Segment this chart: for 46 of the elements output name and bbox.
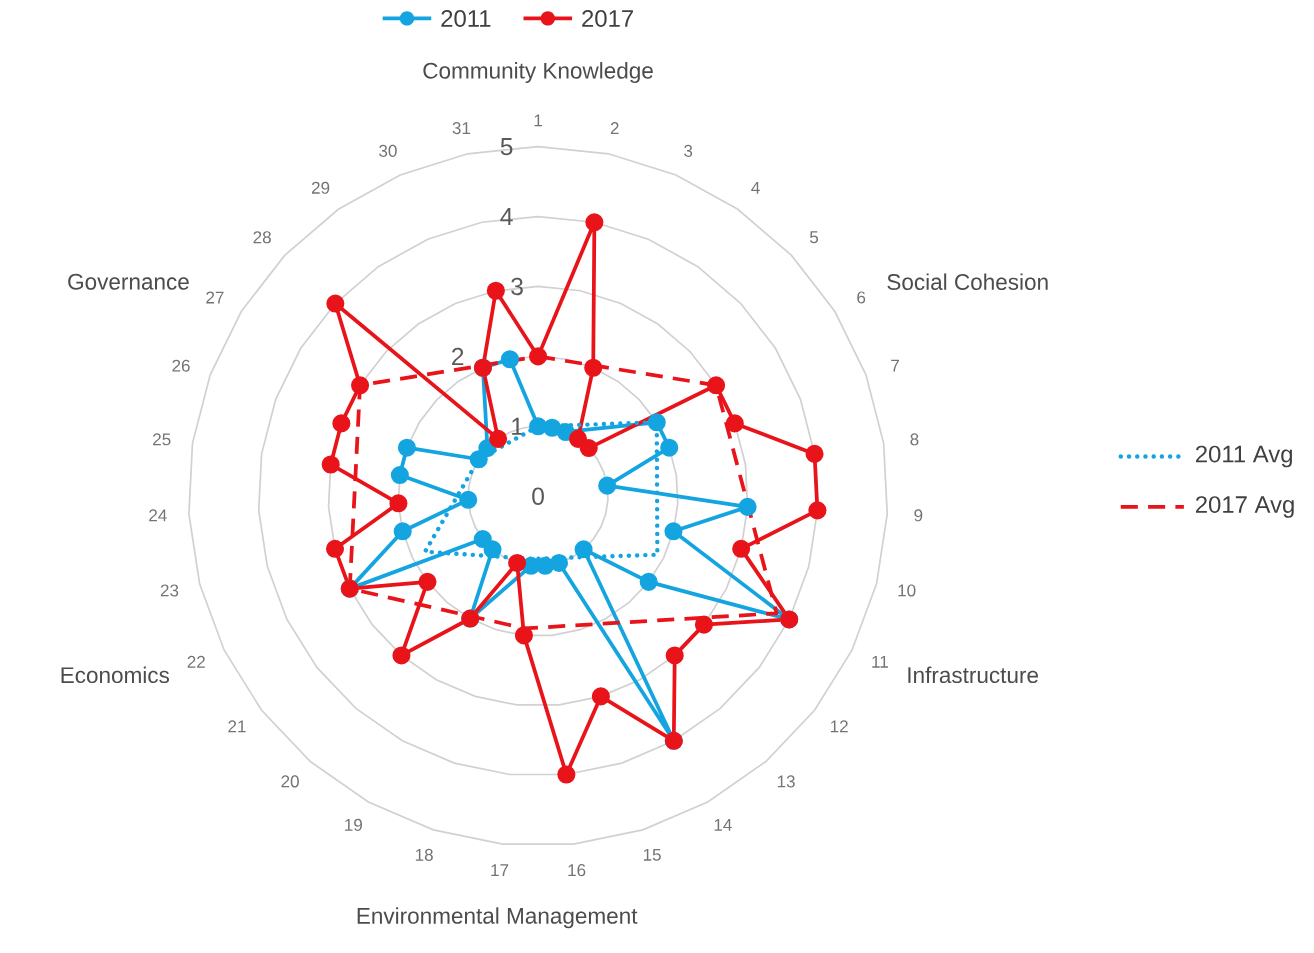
text: Infrastructure	[908, 666, 1038, 684]
spoke-label: 25	[153, 433, 171, 446]
text: Social Cohesion	[887, 273, 1048, 291]
y-tick-label: 5	[500, 138, 513, 156]
text: Environmental Management	[357, 907, 638, 929]
y-tick-label: 1	[512, 418, 523, 435]
spoke-label: 19	[345, 818, 362, 832]
spoke-label: 10	[898, 584, 916, 597]
spoke-label: 31	[452, 122, 471, 135]
spoke-label: 30	[379, 144, 397, 158]
y-tick-label: 3	[511, 277, 523, 296]
legend-label: 2011	[441, 10, 491, 28]
text: Governance	[68, 273, 189, 290]
spoke-label: 15	[643, 849, 661, 861]
spoke-label: 11	[872, 656, 888, 668]
spoke-label: 3	[684, 144, 693, 158]
y-tick-label: 4	[500, 208, 513, 226]
spoke-label: 4	[751, 182, 760, 194]
spoke-label: 7	[891, 360, 899, 372]
spoke-label: 1	[534, 114, 542, 127]
legend-label: 2017	[582, 10, 633, 28]
spoke-label: 24	[149, 509, 167, 522]
spoke-label: 16	[568, 864, 586, 877]
spoke-label: 23	[160, 584, 179, 597]
spoke-label: 13	[777, 775, 795, 788]
spoke-label: 22	[187, 655, 205, 668]
spoke-label: 6	[857, 291, 866, 304]
spoke-label: 18	[415, 848, 433, 862]
spoke-label: 17	[491, 864, 509, 877]
legend-label: 2017 Avg	[1195, 496, 1294, 518]
spoke-label: 21	[228, 720, 246, 733]
spoke-label: 29	[311, 181, 330, 194]
spoke-label: 26	[172, 359, 190, 372]
spoke-label: 20	[281, 775, 299, 788]
text: Community Knowledge	[423, 62, 653, 84]
spoke-label: 9	[914, 509, 923, 522]
spoke-label: 8	[910, 433, 919, 446]
spoke-label: 14	[714, 819, 732, 831]
spoke-label: 12	[830, 720, 848, 733]
spoke-label: 27	[206, 291, 224, 304]
legend-label: 2011 Avg	[1195, 445, 1292, 468]
text: Economics	[61, 666, 170, 684]
spoke-label: 28	[253, 231, 271, 244]
spoke-label: 2	[610, 122, 619, 135]
spoke-label: 5	[809, 231, 819, 244]
y-tick-label: 0	[532, 487, 544, 506]
